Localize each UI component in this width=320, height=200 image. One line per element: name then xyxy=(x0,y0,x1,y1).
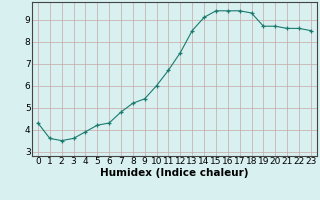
X-axis label: Humidex (Indice chaleur): Humidex (Indice chaleur) xyxy=(100,168,249,178)
